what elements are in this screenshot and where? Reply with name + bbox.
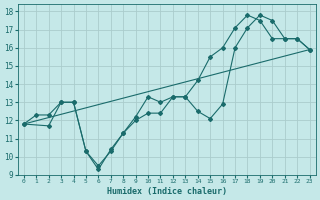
X-axis label: Humidex (Indice chaleur): Humidex (Indice chaleur) [107, 187, 227, 196]
